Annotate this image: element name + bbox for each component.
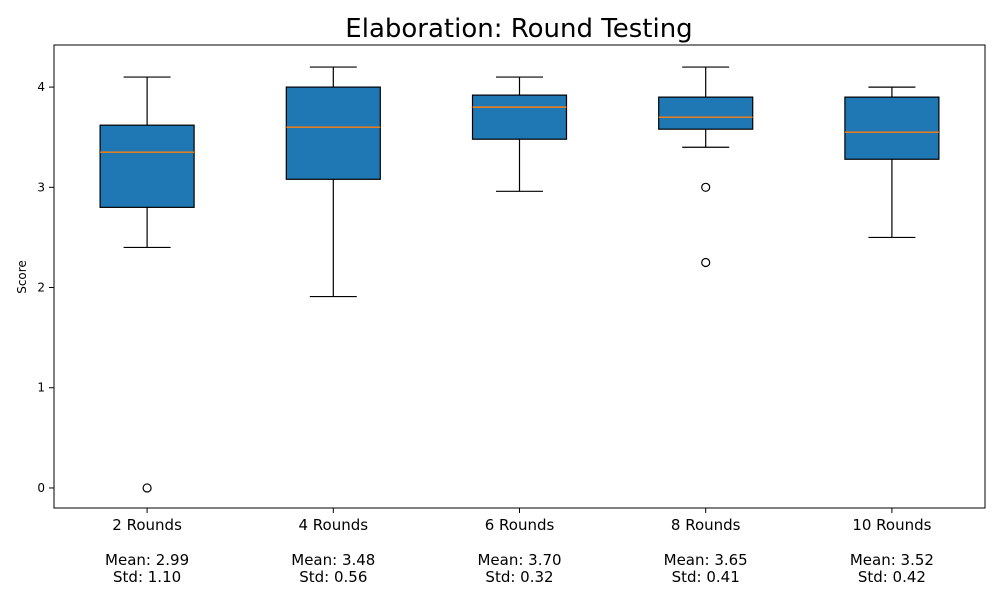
std-label: Std: 0.56 [299, 568, 367, 586]
mean-label: Mean: 3.65 [664, 551, 748, 569]
y-axis-label: Score [15, 260, 29, 294]
outlier-point [142, 483, 152, 493]
std-label: Std: 0.42 [858, 568, 926, 586]
mean-label: Mean: 3.48 [291, 551, 375, 569]
iqr-box [285, 86, 381, 180]
mean-label: Mean: 3.70 [477, 551, 561, 569]
iqr-box [658, 96, 754, 130]
y-tick-label: 3 [37, 180, 45, 194]
iqr-box [471, 94, 568, 140]
std-label: Std: 0.32 [485, 568, 553, 586]
chart-title: Elaboration: Round Testing [345, 14, 692, 44]
std-label: Std: 1.10 [113, 568, 181, 586]
y-tick-label: 4 [37, 80, 45, 94]
plot-frame [53, 44, 986, 509]
mean-label: Mean: 3.52 [850, 551, 934, 569]
category-label: 4 Rounds [299, 516, 369, 534]
category-label: 6 Rounds [485, 516, 555, 534]
y-tick-label: 2 [37, 281, 45, 295]
category-label: 2 Rounds [112, 516, 182, 534]
y-tick-label: 0 [37, 481, 45, 495]
iqr-box [99, 124, 195, 208]
category-label: 8 Rounds [671, 516, 741, 534]
category-label: 10 Rounds [852, 516, 931, 534]
std-label: Std: 0.41 [672, 568, 740, 586]
outlier-point [701, 182, 711, 192]
mean-label: Mean: 2.99 [105, 551, 189, 569]
y-tick-label: 1 [37, 381, 45, 395]
iqr-box [844, 96, 940, 160]
outlier-point [701, 257, 711, 268]
